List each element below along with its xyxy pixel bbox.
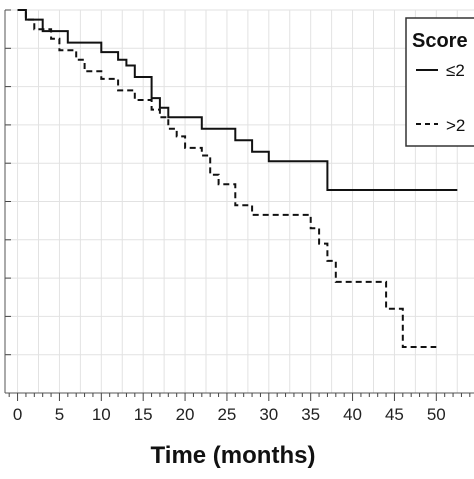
x-tick-label: 5 (55, 405, 64, 424)
x-tick-label: 45 (385, 405, 404, 424)
series-layer (17, 9, 458, 348)
x-tick-label: 35 (301, 405, 320, 424)
axis-layer: 0 5 10 15 20 25 30 35 40 45 50 (4, 9, 474, 424)
grid-layer (5, 9, 474, 394)
x-tick-label: 20 (176, 405, 195, 424)
x-tick-label: 40 (343, 405, 362, 424)
x-tick-label: 0 (13, 405, 22, 424)
x-tick-label: 10 (92, 405, 111, 424)
legend-title: Score (412, 30, 468, 52)
legend-label-series-1: ≤2 (446, 61, 465, 80)
legend-label-series-2: >2 (446, 116, 465, 135)
x-tick-label: 15 (134, 405, 153, 424)
x-tick-label: 50 (427, 405, 446, 424)
legend: Score ≤2 >2 (405, 17, 474, 147)
x-tick-label: 25 (217, 405, 236, 424)
series-line-2 (17, 9, 437, 348)
series-line-1 (17, 9, 458, 191)
x-tick-label: 30 (259, 405, 278, 424)
x-axis-label: Time (months) (151, 442, 316, 469)
